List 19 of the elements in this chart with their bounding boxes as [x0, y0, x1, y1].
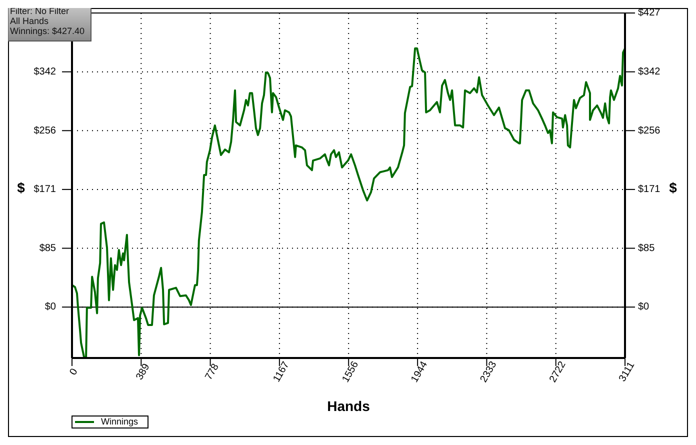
text: All Hands [10, 16, 50, 26]
y-tick-label: $85 [39, 242, 56, 254]
x-tick-label: 778 [203, 362, 222, 382]
y2-tick-label: $171 [638, 184, 661, 196]
annotation: Winnings: $427.40 [10, 26, 85, 36]
y2-tick-label: $342 [638, 66, 661, 78]
x-tick-label: 389 [134, 362, 152, 382]
y2-tick-label: $0 [638, 302, 650, 313]
y2-axis-title: $ [669, 180, 678, 196]
y2-tick-label: $256 [638, 125, 661, 136]
y-tick-label: $171 [34, 184, 56, 196]
y-tick-label: $256 [34, 125, 56, 136]
x-axis-title: Hands [327, 398, 370, 414]
y2-tick-label: $85 [638, 242, 656, 254]
y-tick-label: $342 [34, 66, 56, 78]
legend-label: Winnings [101, 416, 139, 426]
y-tick-label: $0 [44, 302, 56, 313]
y-axis-title: $ [17, 180, 26, 196]
x-tick-label: 0 [68, 366, 80, 378]
